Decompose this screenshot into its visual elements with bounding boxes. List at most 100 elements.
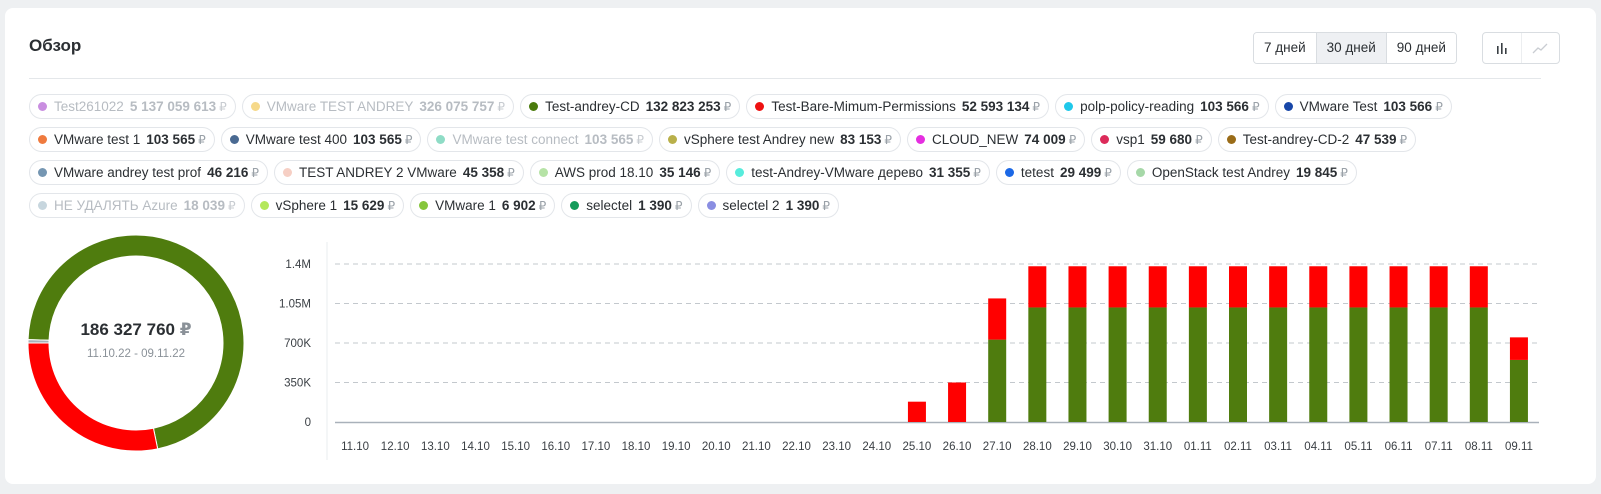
legend-chip[interactable]: test-Andrey-VMware дерево 31 355 ₽: [726, 160, 990, 185]
legend-currency: ₽: [1399, 132, 1408, 147]
legend-label: TEST ANDREY 2 VMware: [299, 165, 457, 180]
bar-segment[interactable]: [1229, 266, 1247, 308]
bar-chart-view-button[interactable]: [1483, 33, 1521, 63]
bar-segment[interactable]: [1108, 307, 1127, 422]
legend-currency: ₽: [198, 132, 206, 147]
bar-segment[interactable]: [1469, 307, 1488, 422]
x-tick-label: 22.10: [782, 441, 811, 453]
legend-chip[interactable]: VMware Test 103 566 ₽: [1274, 94, 1452, 119]
y-tick-label: 1.4M: [285, 259, 311, 271]
bar-segment[interactable]: [1068, 266, 1087, 308]
legend-label: VMware test 1: [54, 132, 141, 147]
legend-currency: ₽: [1251, 99, 1260, 114]
x-tick-label: 08.11: [1465, 441, 1493, 453]
legend-currency: ₽: [1435, 99, 1443, 114]
bar-segment[interactable]: [988, 298, 1007, 340]
legend-dot-icon: [1100, 135, 1110, 144]
bar-segment[interactable]: [1269, 266, 1288, 308]
bar-segment[interactable]: [1028, 266, 1047, 308]
bar-segment[interactable]: [1509, 337, 1528, 360]
bar-segment[interactable]: [1509, 359, 1528, 422]
legend-value: 103 566: [1383, 99, 1433, 114]
legend-label: Test-andrey-CD-2: [1242, 132, 1350, 147]
legend-value: 5 137 059 613: [129, 99, 217, 114]
legend-value: 103 565: [353, 132, 402, 147]
bar-segment[interactable]: [1309, 266, 1328, 308]
bar-segment[interactable]: [1269, 307, 1288, 422]
bar-segment[interactable]: [907, 401, 926, 422]
bar-segment[interactable]: [1028, 307, 1047, 422]
chart-view-toggle: [1482, 32, 1560, 64]
bar-segment[interactable]: [1309, 307, 1328, 422]
legend-chip[interactable]: Test-Bare-Mimum-Permissions 52 593 134 ₽: [746, 94, 1050, 119]
legend-label: AWS prod 18.10: [554, 165, 654, 180]
bar-segment[interactable]: [988, 339, 1007, 422]
range-90-days-button[interactable]: 90 дней: [1386, 33, 1456, 63]
legend-chip[interactable]: VMware TEST ANDREY 326 075 757 ₽: [241, 94, 515, 119]
bar-chart: 0 350K 700K 1.05M 1.4M 11.10 12.10 13.10 14.10 15…: [267, 234, 1567, 464]
legend-dot-icon: [538, 168, 548, 177]
legend-label: vSphere test Andrey new: [684, 132, 835, 147]
bar-segment[interactable]: [1389, 307, 1408, 422]
legend-chip[interactable]: vsp1 59 680 ₽: [1091, 127, 1212, 152]
legend-chip[interactable]: VMware test 400 103 565 ₽: [220, 127, 422, 152]
legend-chip[interactable]: polp-policy-reading 103 566 ₽: [1055, 94, 1269, 119]
legend-label: tetest: [1020, 165, 1054, 180]
x-tick-label: 15.10: [501, 441, 530, 453]
legend-chip[interactable]: Test-andrey-CD 132 823 253 ₽: [520, 94, 741, 119]
range-30-days-button[interactable]: 30 дней: [1316, 33, 1387, 63]
legend-chip[interactable]: VMware andrey test prof 46 216 ₽: [29, 160, 269, 185]
legend-value: 35 146: [659, 165, 701, 180]
legend-chip[interactable]: VMware test connect 103 565 ₽: [427, 127, 653, 152]
legend-currency: ₽: [1195, 132, 1203, 147]
legend-dot-icon: [38, 102, 47, 111]
legend-label: OpenStack test Andrey: [1151, 165, 1290, 180]
legend-chip[interactable]: vSphere 1 15 629 ₽: [250, 193, 405, 218]
bar-segment[interactable]: [1429, 307, 1448, 422]
bar-segment[interactable]: [948, 382, 967, 423]
legend-value: 45 358: [462, 165, 505, 180]
legend-chip[interactable]: НЕ УДАЛЯТЬ Azure 18 039 ₽: [29, 193, 245, 218]
legend-value: 46 216: [207, 165, 249, 180]
bar-segment[interactable]: [1429, 266, 1448, 308]
legend-chip[interactable]: selectel 2 1 390 ₽: [697, 193, 839, 218]
bar-segment[interactable]: [1148, 307, 1167, 422]
x-tick-label: 06.11: [1385, 441, 1413, 453]
legend-chip[interactable]: Test-andrey-CD-2 47 539 ₽: [1217, 127, 1417, 152]
legend-chip[interactable]: VMware test 1 103 565 ₽: [29, 127, 215, 152]
legend-dot-icon: [250, 102, 260, 111]
legend-value: 74 009: [1024, 132, 1066, 147]
legend-chip[interactable]: vSphere test Andrey new 83 153 ₽: [659, 127, 902, 152]
legend-chip[interactable]: tetest 29 499 ₽: [995, 160, 1121, 185]
donut-segment[interactable]: [27, 234, 245, 450]
x-tick-label: 29.10: [1063, 441, 1092, 453]
bar-segment[interactable]: [1349, 307, 1368, 422]
legend-chip[interactable]: TEST ANDREY 2 VMware 45 358 ₽: [274, 160, 524, 185]
legend-label: VMware andrey test prof: [54, 165, 202, 180]
x-tick-label: 12.10: [381, 441, 410, 453]
bar-segment[interactable]: [1108, 266, 1127, 308]
line-chart-view-button[interactable]: [1520, 33, 1560, 63]
legend-chip[interactable]: CLOUD_NEW 74 009 ₽: [907, 127, 1086, 152]
y-tick-label: 350K: [284, 378, 311, 390]
legend-chip[interactable]: OpenStack test Andrey 19 845 ₽: [1126, 160, 1357, 185]
bar-segment[interactable]: [1349, 266, 1368, 308]
legend-chip[interactable]: selectel 1 390 ₽: [561, 193, 692, 218]
bar-segment[interactable]: [1229, 307, 1247, 422]
bar-segment[interactable]: [1068, 307, 1087, 422]
bar-segment[interactable]: [1148, 266, 1167, 308]
legend-currency: ₽: [1068, 132, 1077, 147]
legend-chip[interactable]: VMware 1 6 902 ₽: [410, 193, 556, 218]
range-7-days-button[interactable]: 7 дней: [1254, 33, 1317, 63]
bar-segment[interactable]: [1469, 266, 1488, 308]
legend-value: 83 153: [840, 132, 882, 147]
donut-segment[interactable]: [27, 339, 50, 344]
legend-chip[interactable]: Test261022 5 137 059 613 ₽: [29, 94, 236, 119]
x-tick-label: 14.10: [461, 441, 490, 453]
bar-segment[interactable]: [1389, 266, 1408, 308]
legend-currency: ₽: [227, 198, 236, 213]
legend-dot-icon: [668, 135, 677, 144]
bar-segment[interactable]: [1188, 266, 1207, 308]
legend-chip[interactable]: AWS prod 18.10 35 146 ₽: [529, 160, 721, 185]
bar-segment[interactable]: [1188, 307, 1207, 422]
